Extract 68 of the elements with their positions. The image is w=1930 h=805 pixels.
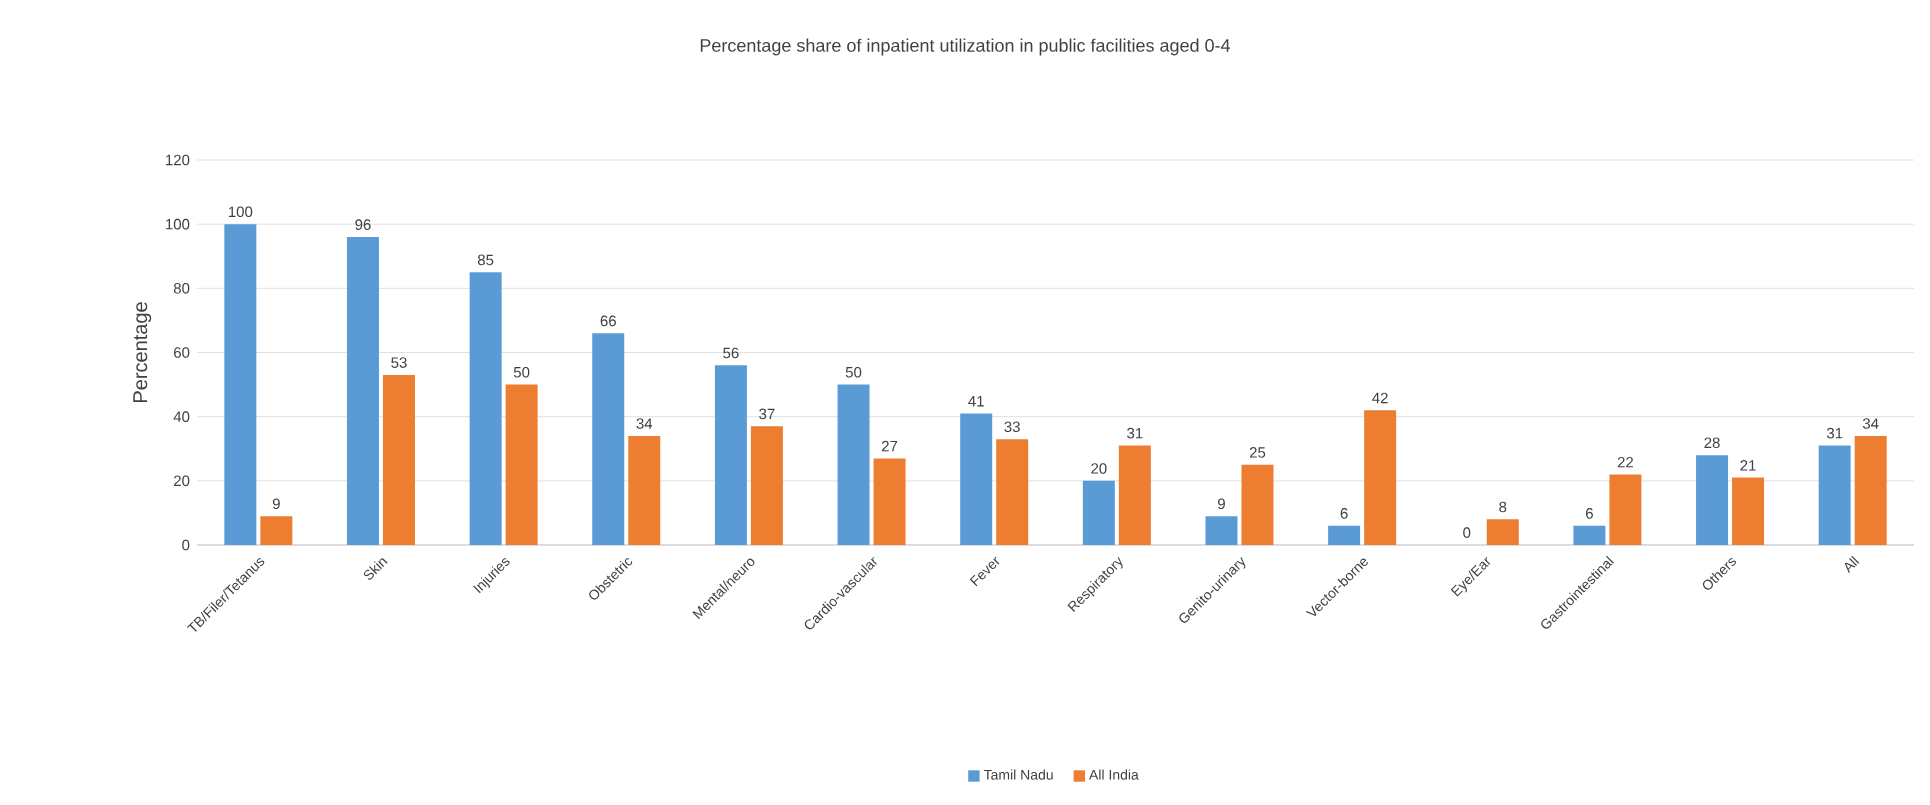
- bar: [628, 435, 661, 545]
- bar: [1082, 480, 1115, 545]
- data-label: 22: [1617, 456, 1633, 468]
- data-label: 50: [513, 366, 530, 378]
- chart-title: Percentage share of inpatient utilization in public facilities aged 0-4: [700, 38, 1231, 56]
- y-tick-label: 100: [166, 218, 190, 230]
- data-label: 21: [1740, 460, 1756, 471]
- bar: [1818, 445, 1851, 545]
- y-tick-label: 20: [174, 475, 190, 487]
- data-label: 41: [968, 396, 984, 407]
- bar: [1241, 464, 1274, 545]
- data-label: 31: [1127, 427, 1143, 439]
- data-label: 6: [1340, 508, 1348, 519]
- data-label: 100: [228, 206, 253, 218]
- bar: [996, 439, 1029, 545]
- bar: [714, 365, 747, 545]
- data-label: 20: [1091, 463, 1107, 474]
- data-label: 33: [1004, 421, 1020, 433]
- data-label: 53: [391, 357, 407, 368]
- data-label: 31: [1826, 427, 1843, 439]
- y-tick-label: 40: [173, 411, 190, 422]
- data-label: 42: [1372, 392, 1388, 404]
- bar: [750, 426, 783, 545]
- y-tick-label: 80: [173, 283, 190, 294]
- y-tick-label: 120: [166, 154, 190, 166]
- data-label: 34: [1862, 418, 1879, 429]
- bar: [382, 374, 415, 545]
- bar: [1696, 455, 1729, 545]
- bar: [260, 516, 293, 545]
- bar: [1486, 519, 1519, 545]
- data-label: 85: [477, 254, 494, 266]
- data-label: 9: [1218, 498, 1225, 510]
- y-tick-label: 0: [182, 539, 190, 551]
- data-label: 37: [759, 408, 775, 420]
- bar: [1118, 445, 1151, 545]
- data-label: 34: [636, 418, 653, 429]
- bar: [505, 384, 538, 545]
- y-axis-title: Percentage: [133, 302, 152, 403]
- data-label: 28: [1704, 437, 1720, 449]
- x-tick-label: Skin: [363, 558, 388, 580]
- bar: [960, 413, 993, 545]
- bar: [1573, 525, 1606, 545]
- data-label: 6: [1585, 508, 1593, 519]
- bar: [1328, 525, 1361, 545]
- data-label: 0: [1463, 527, 1471, 538]
- x-tick-label: All: [1844, 555, 1860, 574]
- legend-label: Tamil Nadu: [983, 769, 1053, 780]
- bar: [837, 384, 870, 545]
- data-label: 56: [723, 347, 739, 359]
- bar: [1732, 477, 1765, 545]
- bar: [1854, 435, 1887, 545]
- data-label: 50: [845, 366, 862, 378]
- legend-label: All India: [1089, 769, 1139, 780]
- data-label: 66: [600, 315, 616, 327]
- data-label: 9: [272, 498, 280, 510]
- bar: [592, 333, 625, 545]
- bar: [1364, 410, 1397, 545]
- bar: [346, 237, 379, 545]
- bar: [469, 272, 502, 545]
- data-label: 27: [881, 440, 898, 452]
- data-label: 96: [355, 219, 371, 230]
- bar: [1609, 474, 1642, 545]
- bar: [1205, 516, 1238, 545]
- y-tick-label: 60: [174, 347, 190, 358]
- data-label: 8: [1499, 501, 1507, 513]
- bar: [873, 458, 906, 545]
- data-label: 25: [1249, 447, 1266, 458]
- bar: [224, 224, 257, 545]
